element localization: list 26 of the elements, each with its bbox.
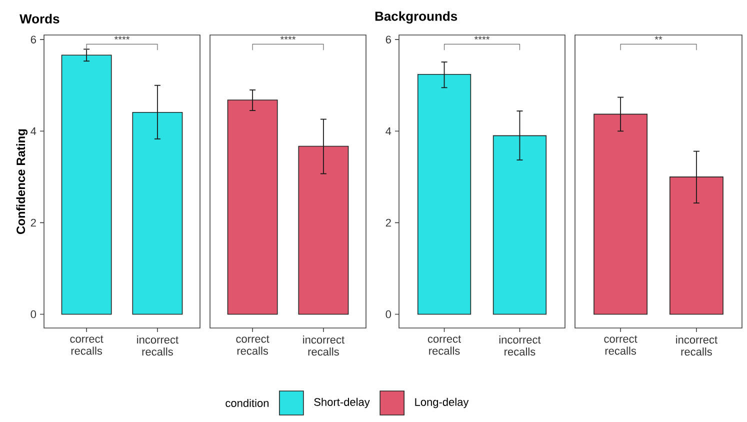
- annotation: ****: [280, 36, 296, 40]
- text: Long-delay: [415, 398, 469, 408]
- annotation: ****: [474, 36, 490, 40]
- x-tick-label: correct recalls: [428, 336, 462, 355]
- y-axis-title: Confidence Rating: [16, 129, 28, 234]
- legend-label: Short-delay: [314, 398, 370, 408]
- annotation: **: [654, 36, 662, 40]
- y-tick-label: 2: [30, 218, 36, 227]
- annotation: ****: [114, 36, 130, 40]
- y-tick-label: 4: [30, 127, 36, 135]
- chart-title: Words: [20, 14, 60, 24]
- x-tick-label: incorrect recalls: [499, 336, 541, 356]
- x-tick-label: incorrect recalls: [137, 336, 178, 356]
- x-tick-label: correct recalls: [604, 336, 638, 355]
- x-tick-label: correct recalls: [70, 336, 104, 355]
- chart-title: Backgrounds: [375, 11, 458, 24]
- x-tick-label: correct recalls: [236, 336, 270, 355]
- y-tick-label: 0: [386, 310, 392, 318]
- x-tick-label: incorrect recalls: [303, 336, 344, 356]
- y-tick-label: 0: [30, 310, 36, 318]
- x-tick-label: incorrect recalls: [676, 336, 718, 356]
- legend-title: condition: [226, 398, 269, 408]
- y-tick-label: 6: [30, 36, 36, 44]
- y-tick-label: 4: [386, 127, 392, 135]
- y-tick-label: 6: [386, 36, 391, 44]
- y-tick-label: 2: [386, 218, 391, 227]
